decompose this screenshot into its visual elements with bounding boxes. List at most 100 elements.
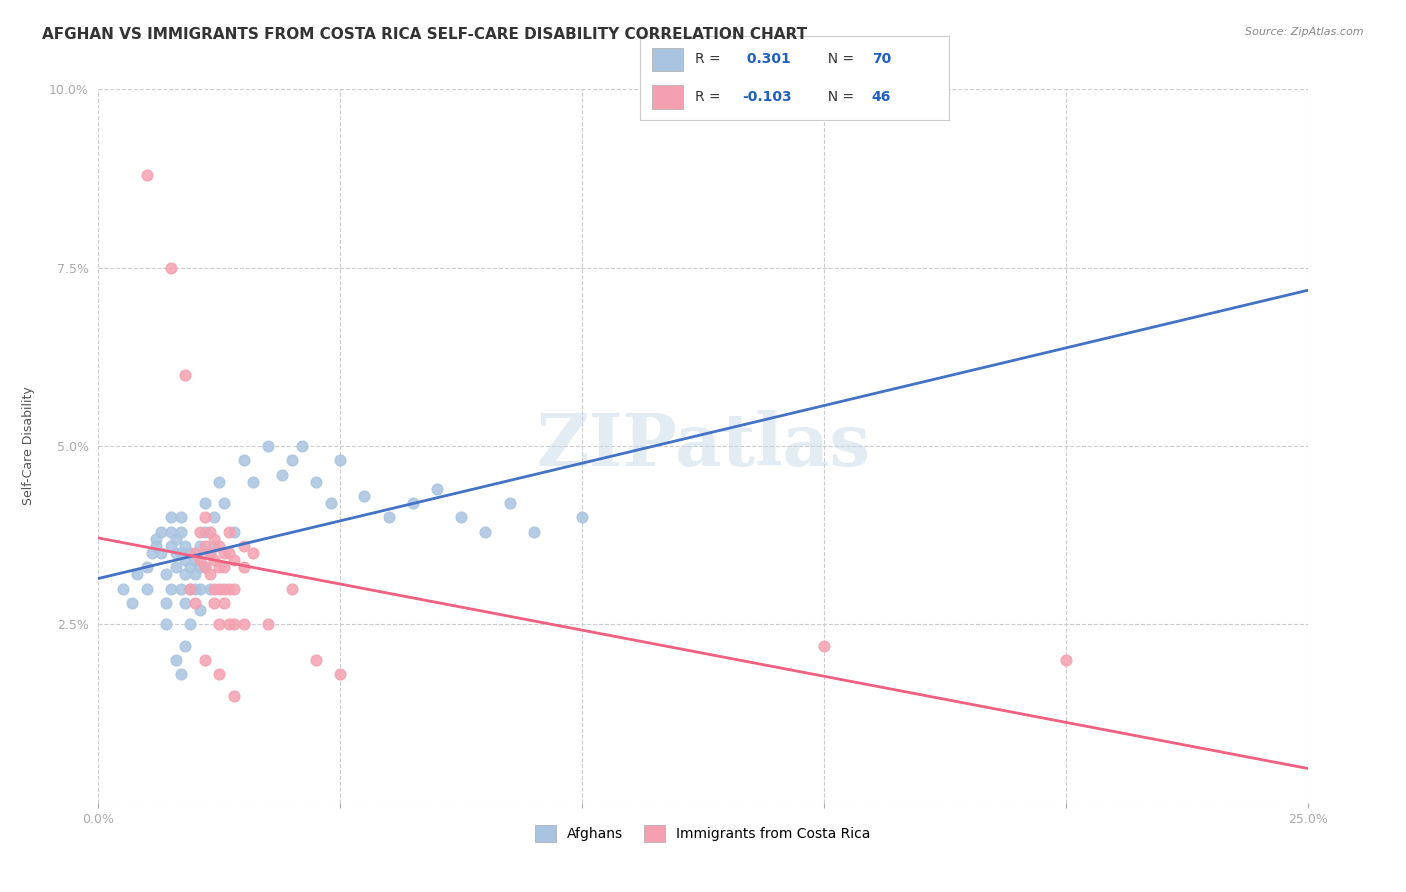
Point [256, 439, 278, 453]
Point [218, 617, 240, 632]
Point [194, 524, 217, 539]
Point [188, 553, 211, 567]
Point [212, 596, 235, 610]
Point [218, 524, 240, 539]
Point [160, 510, 183, 524]
Point [145, 532, 167, 546]
Point [198, 567, 221, 582]
Point [450, 510, 472, 524]
Point [208, 475, 231, 489]
Point [150, 546, 173, 560]
Text: AFGHAN VS IMMIGRANTS FROM COSTA RICA SELF-CARE DISABILITY CORRELATION CHART: AFGHAN VS IMMIGRANTS FROM COSTA RICA SEL… [42, 27, 807, 42]
Point [208, 582, 231, 596]
Point [145, 539, 167, 553]
Point [208, 539, 231, 553]
Point [256, 617, 278, 632]
Point [184, 546, 207, 560]
Point [179, 582, 201, 596]
Point [184, 567, 207, 582]
Point [194, 510, 217, 524]
Point [169, 582, 191, 596]
Point [222, 617, 245, 632]
Point [208, 667, 231, 681]
Text: N =: N = [820, 90, 859, 103]
Point [179, 546, 201, 560]
Text: N =: N = [820, 53, 859, 66]
Point [242, 546, 264, 560]
Point [218, 546, 240, 560]
Point [194, 560, 217, 574]
Point [165, 560, 187, 574]
Point [198, 546, 221, 560]
Point [329, 453, 352, 467]
Text: -0.103: -0.103 [742, 90, 792, 103]
Point [188, 524, 211, 539]
Point [150, 524, 173, 539]
Bar [652, 85, 683, 109]
Point [169, 546, 191, 560]
Point [194, 539, 217, 553]
Text: R =: R = [696, 53, 725, 66]
Point [155, 567, 177, 582]
Point [160, 582, 183, 596]
Point [174, 639, 197, 653]
Point [571, 510, 593, 524]
Point [222, 524, 245, 539]
Point [165, 546, 187, 560]
Point [184, 553, 207, 567]
Point [222, 553, 245, 567]
Legend: Afghans, Immigrants from Costa Rica: Afghans, Immigrants from Costa Rica [524, 814, 882, 853]
Point [212, 546, 235, 560]
Point [188, 539, 211, 553]
Point [204, 582, 226, 596]
Point [208, 617, 231, 632]
Point [194, 653, 217, 667]
Point [174, 596, 197, 610]
Point [212, 560, 235, 574]
Point [813, 639, 835, 653]
Bar [652, 47, 683, 71]
Point [127, 567, 149, 582]
Point [135, 582, 157, 596]
Point [402, 496, 425, 510]
Point [174, 553, 197, 567]
Point [242, 475, 264, 489]
Point [174, 567, 197, 582]
Point [474, 524, 496, 539]
Point [377, 510, 399, 524]
Point [218, 582, 240, 596]
Point [204, 596, 226, 610]
Point [329, 667, 352, 681]
Point [184, 596, 207, 610]
Point [155, 596, 177, 610]
Point [426, 482, 449, 496]
Point [194, 496, 217, 510]
Point [271, 467, 294, 482]
Point [174, 368, 197, 382]
Point [179, 560, 201, 574]
Point [169, 510, 191, 524]
Point [141, 546, 163, 560]
Point [212, 496, 235, 510]
Point [198, 524, 221, 539]
Point [523, 524, 546, 539]
Point [305, 475, 328, 489]
Point [208, 560, 231, 574]
Point [184, 582, 207, 596]
Point [204, 553, 226, 567]
Point [204, 532, 226, 546]
Point [204, 510, 226, 524]
Point [165, 653, 187, 667]
Point [232, 539, 254, 553]
Text: 46: 46 [872, 90, 891, 103]
Point [188, 582, 211, 596]
Point [222, 689, 245, 703]
Point [198, 582, 221, 596]
Point [135, 168, 157, 182]
Point [169, 524, 191, 539]
Text: Source: ZipAtlas.com: Source: ZipAtlas.com [1246, 27, 1364, 37]
Point [155, 617, 177, 632]
Point [179, 617, 201, 632]
Point [212, 582, 235, 596]
Point [353, 489, 375, 503]
